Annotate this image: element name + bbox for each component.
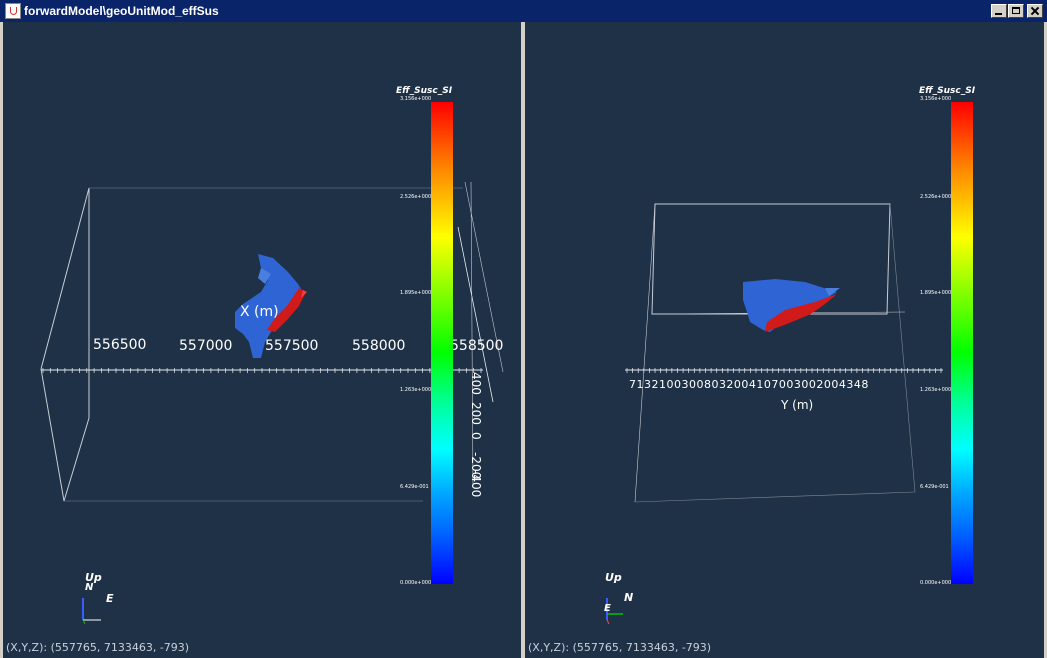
z-axis-tick-200: 200 [469, 402, 483, 425]
orientation-axes-icon [606, 598, 623, 625]
y-axis-ticks [626, 368, 942, 373]
colorbar-tick: 3.156e+000 [920, 96, 952, 102]
right-3d-viewport[interactable]: 7 1 3 2 1 0 0 3 0 0 8 0 3 2 0 0 4 1 0 7 … [525, 22, 1044, 658]
right-bbox-face [651, 203, 891, 315]
coordinate-readout: (X,Y,Z): (557765, 7133463, -793) [6, 641, 190, 654]
colorbar-tick: 1.895e+000 [920, 290, 952, 296]
colorbar-tick: 1.263e+000 [920, 387, 952, 393]
right-bbox-edge [889, 203, 916, 493]
susceptibility-model [235, 254, 307, 358]
orientation-east: E [604, 603, 611, 614]
colorbar-title: Eff_Susc_SI [919, 86, 976, 96]
right-bbox-edge [634, 491, 916, 503]
left-bbox-face [40, 187, 90, 502]
x-axis-tick-556500: 556500 [93, 337, 147, 353]
x-axis-tick-558500: 558500 [450, 338, 504, 354]
window-title: forwardModel\geoUnitMod_effSus [24, 4, 219, 18]
colorbar-tick: 1.895e+000 [400, 290, 432, 296]
colorbar-tick: 1.263e+000 [400, 387, 432, 393]
z-axis-ticks-drawn [457, 181, 504, 488]
coordinate-readout: (X,Y,Z): (557765, 7133463, -793) [528, 641, 712, 654]
left-3d-viewport[interactable]: X (m) 556500 557000 557500 558000 558500… [3, 22, 521, 658]
susceptibility-model [743, 279, 840, 332]
z-axis-tick-0: 0 [469, 432, 483, 440]
minimize-button[interactable] [991, 4, 1007, 18]
right-bbox-edge [634, 203, 656, 503]
x-axis-title: X (m) [240, 304, 279, 320]
colorbar [951, 102, 973, 584]
window-titlebar[interactable]: forwardModel\geoUnitMod_effSus [0, 0, 1047, 22]
colorbar-title: Eff_Susc_SI [396, 86, 453, 96]
colorbar [431, 102, 453, 584]
orientation-north: N [624, 591, 634, 604]
maximize-button[interactable] [1008, 4, 1024, 18]
y-axis-title: Y (m) [781, 398, 814, 412]
x-axis-tick-557000: 557000 [179, 338, 233, 354]
colorbar-tick: 6.429e-001 [920, 484, 949, 490]
colorbar-tick: 2.526e+000 [400, 194, 432, 200]
colorbar-tick: 6.429e-001 [400, 484, 429, 490]
orientation-up: Up [605, 571, 622, 584]
z-axis-tick-400: 400 [469, 372, 483, 395]
colorbar-tick: 0.000e+000 [920, 580, 952, 586]
x-axis-tick-557500: 557500 [265, 338, 319, 354]
x-axis-tick-558000: 558000 [352, 338, 406, 354]
z-axis-tick-neg400: -400 [469, 470, 483, 498]
close-button[interactable] [1027, 4, 1043, 18]
orientation-axes-icon [82, 598, 101, 625]
right-scene [625, 203, 943, 503]
orientation-east: E [106, 592, 114, 605]
x-axis-ticks [42, 368, 482, 373]
left-scene [40, 181, 504, 502]
orientation-north: N [85, 582, 94, 593]
java-app-icon [5, 3, 21, 19]
y-axis-ticklabels: 7 1 3 2 1 0 0 3 0 0 8 0 3 2 0 0 4 1 0 7 … [629, 378, 868, 391]
colorbar-tick: 0.000e+000 [400, 580, 432, 586]
orientation-up: Up [85, 571, 102, 584]
colorbar-tick: 2.526e+000 [920, 194, 952, 200]
colorbar-tick: 3.156e+000 [400, 96, 432, 102]
